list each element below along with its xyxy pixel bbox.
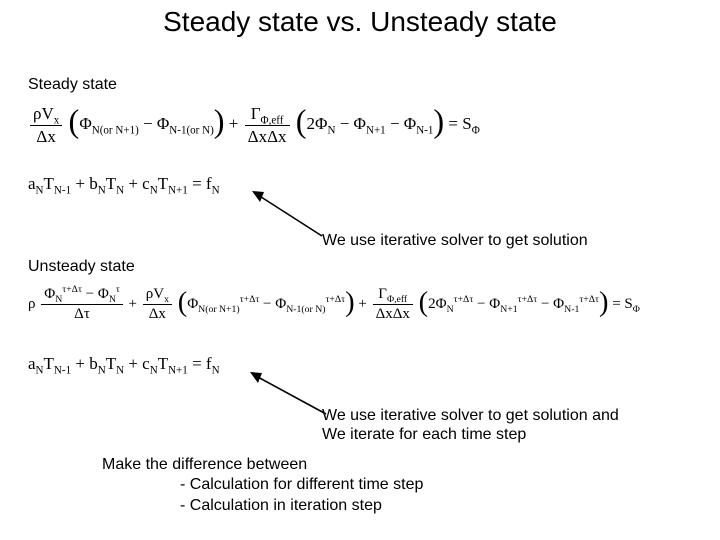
closing-line2: - Calculation for different time step [102, 475, 423, 495]
closing-line1: Make the difference between [102, 456, 307, 473]
note-unsteady-line2: We iterate for each time step [322, 426, 526, 443]
closing-line3: - Calculation in iteration step [102, 496, 382, 516]
slide: Steady state vs. Unsteady state Steady s… [0, 0, 720, 540]
note-unsteady-line1: We use iterative solver to get solution … [322, 407, 619, 424]
note-unsteady: We use iterative solver to get solution … [322, 406, 619, 444]
closing-text: Make the difference between - Calculatio… [102, 455, 423, 516]
